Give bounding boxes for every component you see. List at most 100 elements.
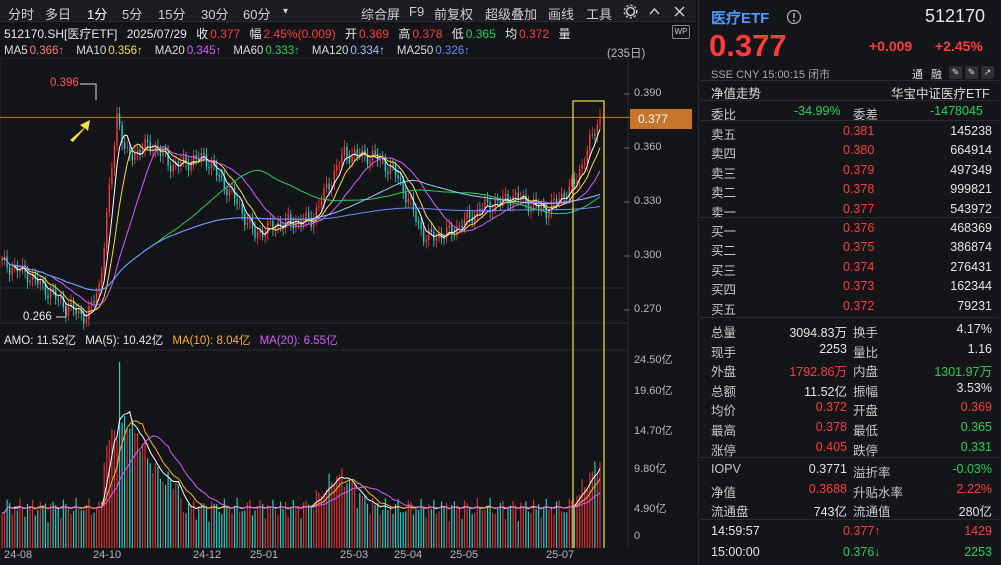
super-overlay-button[interactable]: 超级叠加 [485,7,538,22]
volume-bar [72,511,75,548]
candle-body [596,125,599,136]
candle-body [205,154,208,167]
volume-bar [420,498,422,548]
candle-body [108,184,111,213]
stat-label: 均价 [711,404,737,419]
high-marker-line [80,83,97,100]
candle-body [440,233,443,239]
volume-bar [136,433,139,548]
volume-bar [149,463,151,548]
volume-bar [259,499,261,548]
volume-bar [277,515,279,548]
candle-body [540,205,542,210]
ask-price[interactable]: 0.379 [843,162,875,177]
volume-bar [167,471,169,548]
f9-button[interactable]: F9 [409,4,425,19]
volume-bar [52,501,54,548]
tab-1min[interactable]: 1分 [87,7,108,22]
expand-icon[interactable]: ↗ [981,66,994,79]
volume-bar [599,461,601,548]
candle-body [70,301,72,308]
candle-body [594,134,596,136]
candle-body [330,185,333,190]
ask-price[interactable]: 0.381 [843,124,875,138]
collapse-icon[interactable] [647,4,662,19]
volume-bar [239,512,241,548]
candle-body [121,124,123,143]
tab-60min[interactable]: 60分 [243,7,271,22]
tab-5min[interactable]: 5分 [122,7,143,22]
candle-body [369,160,371,165]
volume-bar [346,483,348,548]
volume-bar [494,513,496,548]
candle-body [581,164,583,169]
volume-bar [331,482,333,548]
volume-ma-line [1,420,601,514]
volume-bar [504,519,507,548]
volume-bar [502,500,504,548]
volume-bar [39,501,41,548]
quote-panel [698,0,1001,565]
ma-legend: MA5 0.366↑ MA10 0.356↑ MA20 0.345↑ MA60 0.333↑ M… [4,45,482,57]
kline-chart[interactable] [0,58,696,548]
security-name[interactable]: 医疗ETF [711,10,770,27]
stat-value: 0.3688 [808,481,847,496]
stat-value: 11.52亿 [804,384,847,399]
candle-body [249,218,251,223]
stat-value: 0.372 [815,400,847,415]
ask-price[interactable]: 0.377 [843,201,875,216]
pin-icon[interactable]: ✎ [965,66,978,79]
volume-bar [325,489,328,548]
more-periods-dropdown[interactable]: ▾ [283,6,289,17]
stat-value: 0.365 [960,420,992,434]
volume-bar [474,512,476,548]
candle-body [11,268,13,275]
candle-body [287,214,289,219]
composite-screen-button[interactable]: 综合屏 [361,7,401,22]
volume-bar [550,508,553,548]
bid-price[interactable]: 0.373 [843,279,875,294]
volume-bar [170,480,172,548]
open-value: 0.369 [358,27,389,41]
stat-value: 1301.97万 [934,365,992,380]
wp-icon[interactable]: WP [672,25,690,39]
candle-body [310,217,312,228]
volume-bar [95,507,98,548]
bid-price[interactable]: 0.372 [843,298,875,313]
tab-timeshare[interactable]: 分时 [8,7,35,22]
candle-body [318,206,320,208]
ask-price[interactable]: 0.380 [843,143,875,158]
draw-line-button[interactable]: 画线 [548,7,575,22]
volume-bar [200,502,202,548]
info-icon[interactable] [786,9,802,25]
candle-body [530,205,532,212]
margin-tag-rong: 融 [931,69,942,81]
bid-price[interactable]: 0.375 [843,240,875,255]
close-icon[interactable] [672,4,687,19]
edit-icon[interactable]: ✎ [949,66,962,79]
forward-adjust-button[interactable]: 前复权 [434,7,474,22]
volume-bar [310,506,312,548]
gear-icon[interactable] [623,4,638,19]
tab-30min[interactable]: 30分 [201,7,229,22]
tools-button[interactable]: 工具 [586,7,613,22]
volume-bar [430,508,432,548]
candle-body [218,175,220,177]
bid-price[interactable]: 0.374 [843,259,875,274]
low-marker: 0.266 [23,311,52,323]
candle-body [88,305,90,320]
ask-price[interactable]: 0.378 [843,182,875,197]
ask-label: 卖一 [711,205,737,220]
nav-trend-link[interactable]: 净值走势 [711,87,762,101]
tab-multiday[interactable]: 多日 [45,7,72,22]
candle-body [384,159,387,172]
bid-price[interactable]: 0.376 [843,221,875,235]
volume-axis-label: 4.90亿 [634,503,667,515]
volume-bar [525,501,527,548]
candle-body [103,248,105,274]
ma-name: MA250 [396,45,434,57]
tab-15min[interactable]: 15分 [158,7,186,22]
vol-label: 量 [558,27,571,41]
volume-bar [392,513,394,548]
volume-bar [448,521,450,548]
